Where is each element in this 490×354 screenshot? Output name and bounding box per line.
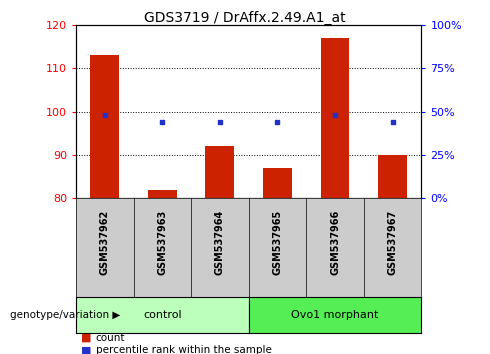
Text: GSM537963: GSM537963 xyxy=(157,210,167,275)
Bar xyxy=(90,55,119,198)
Text: GSM537964: GSM537964 xyxy=(215,210,225,275)
Text: genotype/variation ▶: genotype/variation ▶ xyxy=(10,310,120,320)
Text: ■: ■ xyxy=(81,346,91,354)
Bar xyxy=(263,168,292,198)
Text: Ovo1 morphant: Ovo1 morphant xyxy=(292,310,379,320)
Text: GSM537966: GSM537966 xyxy=(330,210,340,275)
Text: GSM537967: GSM537967 xyxy=(388,210,397,275)
Text: GSM537962: GSM537962 xyxy=(100,210,110,275)
Text: GSM537965: GSM537965 xyxy=(272,210,282,275)
Point xyxy=(158,119,166,125)
Point xyxy=(389,119,396,125)
Point xyxy=(331,112,339,118)
Point xyxy=(101,112,109,118)
Text: count: count xyxy=(96,333,125,343)
Text: ■: ■ xyxy=(81,333,91,343)
Bar xyxy=(320,38,349,198)
Bar xyxy=(378,155,407,198)
Point xyxy=(216,119,224,125)
Bar xyxy=(148,190,177,198)
Bar xyxy=(205,146,234,198)
Text: percentile rank within the sample: percentile rank within the sample xyxy=(96,346,271,354)
Point xyxy=(273,119,281,125)
Text: GDS3719 / DrAffx.2.49.A1_at: GDS3719 / DrAffx.2.49.A1_at xyxy=(144,11,346,25)
Text: control: control xyxy=(143,310,182,320)
